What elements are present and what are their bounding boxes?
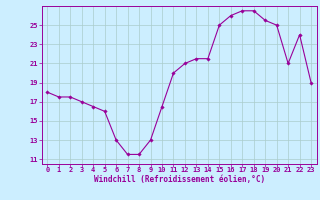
X-axis label: Windchill (Refroidissement éolien,°C): Windchill (Refroidissement éolien,°C) — [94, 175, 265, 184]
